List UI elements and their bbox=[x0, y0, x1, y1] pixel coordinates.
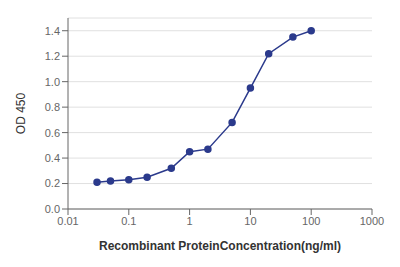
svg-text:0.0: 0.0 bbox=[45, 203, 60, 215]
svg-text:1.4: 1.4 bbox=[45, 25, 60, 37]
svg-text:0.1: 0.1 bbox=[121, 215, 136, 227]
svg-text:0.6: 0.6 bbox=[45, 127, 60, 139]
svg-text:0.8: 0.8 bbox=[45, 101, 60, 113]
svg-text:100: 100 bbox=[302, 215, 320, 227]
svg-text:1000: 1000 bbox=[360, 215, 384, 227]
svg-text:1.0: 1.0 bbox=[45, 76, 60, 88]
svg-text:0.2: 0.2 bbox=[45, 177, 60, 189]
svg-text:Recombinant ProteinConcentrati: Recombinant ProteinConcentration(ng/ml) bbox=[99, 239, 341, 253]
svg-text:1.2: 1.2 bbox=[45, 50, 60, 62]
svg-text:0.4: 0.4 bbox=[45, 152, 60, 164]
svg-text:1: 1 bbox=[187, 215, 193, 227]
svg-text:0.01: 0.01 bbox=[57, 215, 78, 227]
svg-text:OD 450: OD 450 bbox=[14, 92, 28, 134]
svg-text:10: 10 bbox=[244, 215, 256, 227]
